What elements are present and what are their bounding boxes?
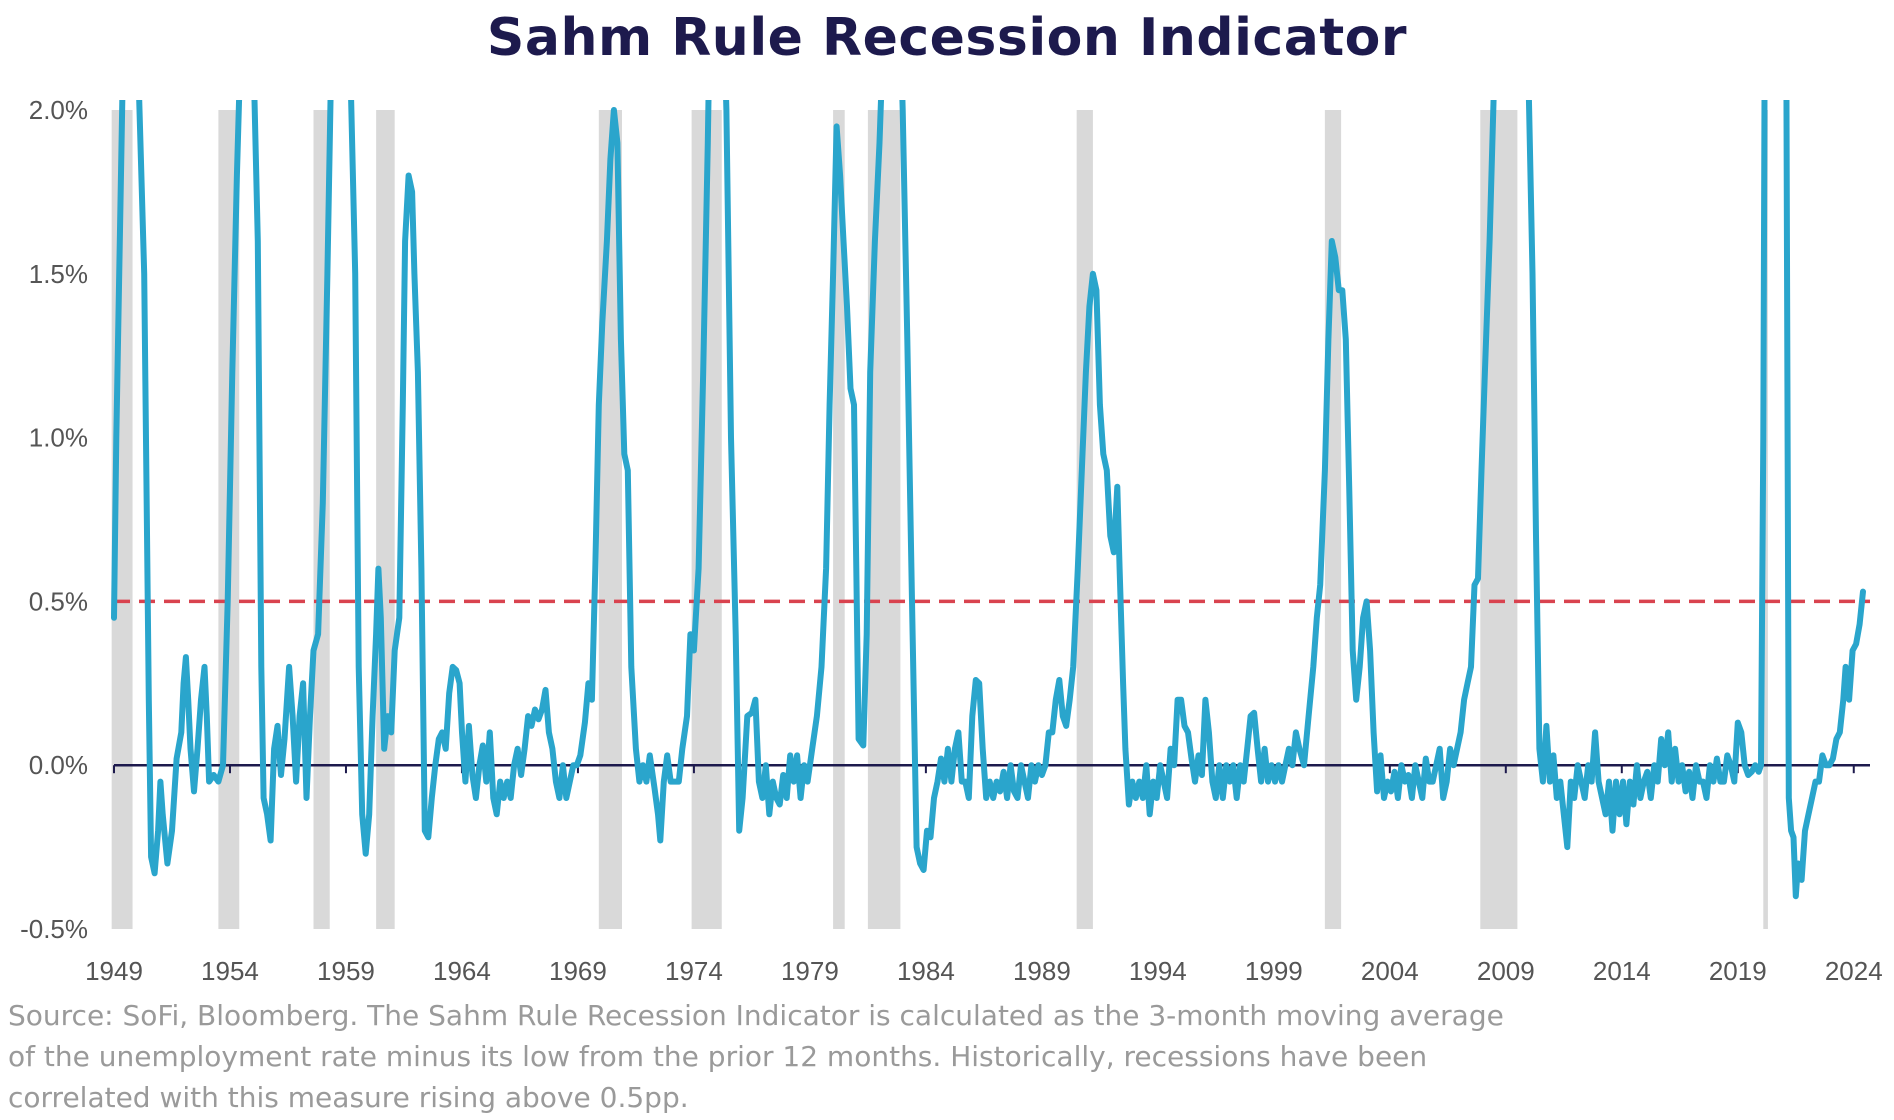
x-tick-label: 1979 bbox=[781, 956, 839, 986]
y-tick-label: -0.5% bbox=[20, 914, 88, 944]
x-tick-label: 2004 bbox=[1361, 956, 1419, 986]
x-tick-label: 2014 bbox=[1593, 956, 1651, 986]
series-line bbox=[111, 100, 1866, 900]
x-tick-label: 1984 bbox=[897, 956, 955, 986]
x-tick-label: 1974 bbox=[665, 956, 723, 986]
y-tick-label: 2.0% bbox=[29, 95, 88, 125]
x-tick-label: 2019 bbox=[1709, 956, 1767, 986]
recession-band bbox=[376, 110, 395, 929]
x-tick-label: 1949 bbox=[85, 956, 143, 986]
recession-band bbox=[1480, 110, 1518, 929]
y-tick-label: 0.5% bbox=[29, 586, 88, 616]
sahm-rule-line-chart: 2.0% 1.5% 1.0% 0.5% 0.0% -0.5% 1949 1954 1959 196… bbox=[20, 95, 1883, 986]
series-layer bbox=[111, 100, 1866, 900]
y-tick-label: 0.0% bbox=[29, 750, 88, 780]
x-tick-label: 1954 bbox=[201, 956, 259, 986]
x-tick-label: 2024 bbox=[1825, 956, 1883, 986]
axes: 2.0% 1.5% 1.0% 0.5% 0.0% -0.5% 1949 1954 1959 196… bbox=[20, 95, 1883, 986]
x-tick-label: 1989 bbox=[1013, 956, 1071, 986]
x-tick-label: 1964 bbox=[433, 956, 491, 986]
y-tick-label: 1.5% bbox=[29, 259, 88, 289]
x-tick-label: 1969 bbox=[549, 956, 607, 986]
recession-band bbox=[1324, 110, 1342, 929]
recession-band bbox=[833, 110, 845, 929]
x-tick-label: 2009 bbox=[1477, 956, 1535, 986]
y-tick-label: 1.0% bbox=[29, 423, 88, 453]
x-tick-label: 1959 bbox=[317, 956, 375, 986]
source-note: Source: SoFi, Bloomberg. The Sahm Rule R… bbox=[8, 999, 1504, 1114]
chart-title: Sahm Rule Recession Indicator bbox=[486, 8, 1408, 68]
x-tick-label: 1994 bbox=[1129, 956, 1187, 986]
x-tick-label: 1999 bbox=[1245, 956, 1303, 986]
